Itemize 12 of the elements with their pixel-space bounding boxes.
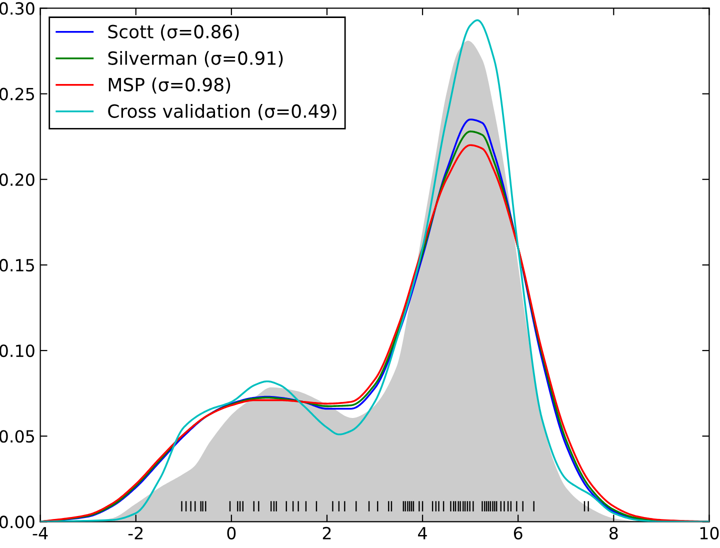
legend-label: Cross validation (σ=0.49) [108,104,336,120]
legend-label: Silverman (σ=0.91) [108,50,283,68]
x-tick-label: -2 [128,526,143,540]
legend-label: Scott (σ=0.86) [108,24,239,41]
legend-label: MSP (σ=0.98) [108,77,230,94]
x-tick-label: -4 [32,527,48,540]
x-tick-label: 4 [418,527,427,540]
x-tick-label: 10 [700,526,719,540]
x-tick-label: 2 [322,526,331,540]
x-tick-label: 6 [514,526,522,540]
x-tick-label: 8 [609,526,618,540]
x-tick-label: 0 [227,526,236,540]
